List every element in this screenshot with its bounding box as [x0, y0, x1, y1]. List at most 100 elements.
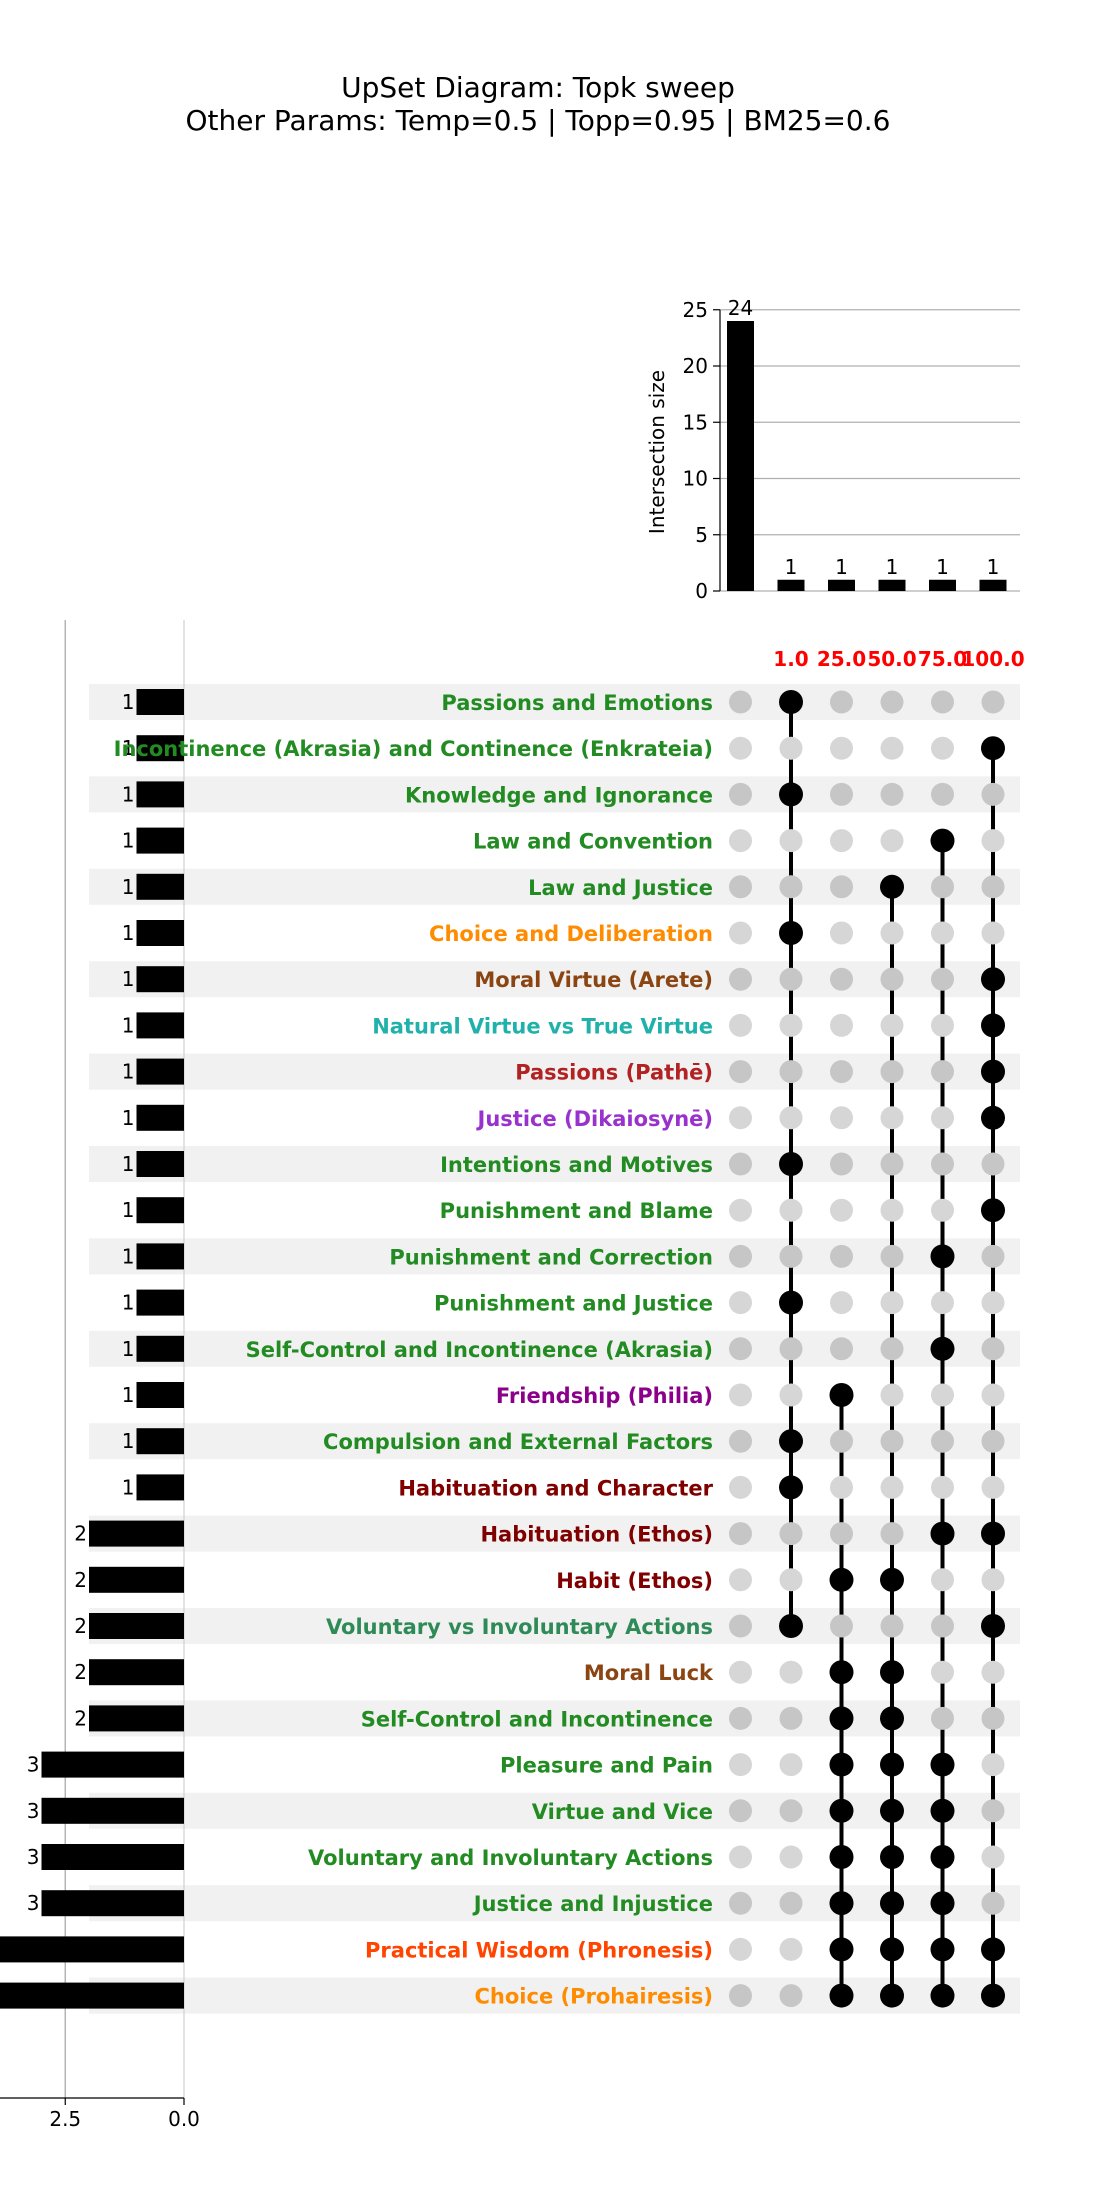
matrix-dot-inactive	[931, 1013, 954, 1037]
set-size-bar	[136, 1151, 184, 1177]
set-size-bar	[41, 1844, 184, 1870]
matrix-dot-active	[779, 1290, 803, 1315]
matrix-dot-inactive	[981, 1244, 1005, 1268]
matrix-dot-active	[981, 967, 1005, 992]
row-labels: Passions and Emotions Incontinence (Akras…	[114, 691, 714, 2009]
matrix-dot-inactive	[880, 1475, 904, 1499]
matrix-dot-inactive	[880, 1244, 904, 1268]
set-size-label: 1	[122, 1106, 135, 1130]
intersection-bar	[878, 579, 906, 591]
matrix-dot-inactive	[779, 1383, 803, 1407]
matrix-dot-inactive	[729, 690, 752, 714]
intersection-bar-label: 1	[987, 555, 1000, 579]
matrix-dot-inactive	[931, 1614, 954, 1638]
chart-subtitle: Other Params: Temp=0.5 | Topp=0.95 | BM2…	[186, 104, 891, 137]
matrix-dot-inactive	[729, 1522, 752, 1546]
matrix-dot-inactive	[981, 1753, 1005, 1777]
matrix-dot-inactive	[880, 1522, 904, 1546]
matrix-dot-active	[779, 1152, 803, 1176]
row-label: Punishment and Correction	[389, 1245, 713, 1269]
matrix-dot-active	[880, 1983, 904, 2008]
matrix-dot-inactive	[981, 1291, 1005, 1315]
set-size-label: 2	[74, 1522, 87, 1546]
set-size-bar	[136, 1289, 184, 1316]
matrix-dot-active	[981, 736, 1005, 761]
matrix-dot-active	[981, 1521, 1005, 1546]
set-size-label: 1	[122, 1013, 135, 1037]
set-size-label: 1	[122, 1198, 135, 1222]
matrix-dot-inactive	[830, 1614, 853, 1638]
row-label: Justice and Injustice	[472, 1892, 713, 1916]
matrix-dot-inactive	[981, 829, 1005, 853]
set-size-label: 1	[122, 1337, 135, 1361]
matrix-dot-active	[779, 690, 803, 714]
matrix-dot-inactive	[779, 1984, 803, 2008]
set-size-label: 2	[74, 1568, 87, 1592]
matrix-dot-inactive	[830, 1475, 853, 1499]
intersection-bar	[777, 579, 805, 591]
matrix-dot-inactive	[981, 1845, 1005, 1869]
row-label: Self-Control and Incontinence (Akrasia)	[246, 1338, 713, 1362]
matrix-dot-active	[930, 1845, 955, 1869]
matrix-dot-inactive	[981, 1799, 1005, 1823]
set-size-bar	[136, 1197, 184, 1224]
matrix-dot-inactive	[931, 967, 954, 991]
intersection-bar-label: 1	[936, 555, 949, 579]
matrix-dot-active	[779, 782, 803, 807]
matrix-dot-active	[880, 1798, 904, 1823]
matrix-dot-inactive	[779, 1013, 803, 1037]
matrix-dot-inactive	[729, 1013, 752, 1037]
matrix-dot-active	[930, 1244, 955, 1269]
row-stripe	[89, 776, 1020, 813]
set-size-bar	[41, 1890, 184, 1917]
matrix-dot-inactive	[981, 1660, 1005, 1684]
matrix-dot-active	[930, 828, 955, 853]
matrix-dot-active	[829, 1383, 854, 1407]
column-label: 50.0	[867, 647, 916, 671]
row-label: Law and Convention	[473, 830, 713, 854]
intersection-bar	[979, 579, 1007, 591]
row-stripe	[89, 1330, 1020, 1367]
matrix-dot-active	[880, 1937, 904, 1962]
matrix-dot-inactive	[729, 1753, 752, 1777]
set-size-bar	[136, 1012, 184, 1039]
set-size-label: 3	[27, 1753, 40, 1777]
row-stripe	[89, 1977, 1020, 2014]
row-stripe	[89, 684, 1020, 720]
column-label: 25.0	[817, 647, 866, 671]
matrix-dot-inactive	[981, 1383, 1005, 1407]
matrix-dot-active	[880, 1706, 904, 1731]
row-stripe	[89, 1515, 1020, 1552]
matrix-dot-inactive	[779, 829, 803, 853]
set-size-label: 3	[27, 1799, 40, 1823]
set-size-tick-label: 2.5	[49, 2107, 81, 2131]
matrix-dot-inactive	[729, 1706, 752, 1730]
row-label: Pleasure and Pain	[500, 1754, 713, 1778]
matrix-dot-active	[829, 1983, 854, 2008]
set-size-bar	[41, 1797, 184, 1824]
row-label: Practical Wisdom (Phronesis)	[365, 1938, 713, 1962]
matrix-dot-inactive	[880, 1337, 904, 1361]
intersection-bar-label: 1	[835, 555, 848, 579]
matrix-dot-active	[981, 1614, 1005, 1638]
row-label: Habit (Ethos)	[556, 1569, 713, 1593]
matrix-dot-inactive	[931, 690, 954, 714]
matrix-dot-inactive	[880, 1013, 904, 1037]
intersection-bar-label: 24	[728, 296, 753, 320]
row-stripe	[89, 961, 1020, 998]
set-size-label: 2	[74, 1706, 87, 1730]
matrix-dot-inactive	[830, 1244, 853, 1268]
set-size-label: 1	[122, 921, 135, 945]
matrix-dot-inactive	[880, 1429, 904, 1453]
matrix-dot-inactive	[729, 875, 752, 899]
set-size-label: 1	[122, 1475, 135, 1499]
matrix-dot-active	[981, 1983, 1005, 2008]
set-size-chart: 111111111111111111222223333442.50.0	[0, 620, 200, 2131]
matrix-dot-active	[981, 1013, 1005, 1038]
set-size-label: 2	[74, 1614, 87, 1638]
matrix-dot-inactive	[981, 1475, 1005, 1499]
row-label: Knowledge and Ignorance	[405, 783, 713, 807]
matrix-dot-inactive	[729, 829, 752, 853]
matrix-dot-inactive	[779, 1706, 803, 1730]
